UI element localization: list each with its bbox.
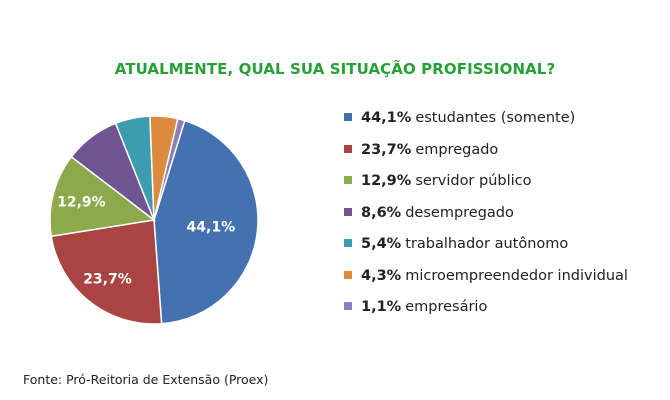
legend-swatch — [344, 270, 352, 279]
pie-slice-7 — [153, 117, 186, 221]
legend-label: estudantes (somente) — [415, 110, 576, 126]
legend-label: empregado — [415, 141, 499, 158]
legend-item: 1,1% empresário — [344, 297, 628, 329]
pie-slice-3 — [49, 155, 156, 238]
legend-percent: 1,1% — [361, 299, 402, 315]
legend-percent: 4,3% — [361, 267, 402, 284]
slice-data-label-2: 23,7% — [83, 272, 132, 288]
slice-data-label-1: 44,1% — [187, 219, 236, 235]
legend-item: 5,4% trabalhador autônomo — [344, 234, 628, 266]
legend-percent: 8,6% — [361, 204, 402, 221]
legend-swatch — [344, 144, 352, 153]
legend-item: 8,6% desempregado — [344, 203, 628, 235]
legend-label: microempreendedor individual — [405, 267, 628, 284]
legend-item: 44,1% estudantes (somente) — [344, 108, 628, 140]
legend-swatch — [344, 113, 352, 121]
legend-item: 12,9% servidor público — [344, 171, 628, 203]
legend-label: servidor público — [415, 173, 532, 189]
legend-percent: 44,1% — [361, 110, 412, 126]
legend-label: trabalhador autônomo — [405, 236, 569, 252]
pie-slice-1 — [153, 119, 259, 325]
legend-swatch — [344, 239, 352, 247]
slice-data-label-3: 12,9% — [57, 195, 106, 211]
source-note: Fonte: Pró-Reitoria de Extensão (Proex) — [23, 372, 269, 387]
legend-percent: 5,4% — [361, 236, 402, 252]
chart-legend: 44,1% estudantes (somente) 23,7% empregado 1… — [344, 108, 628, 329]
pie-slice-2 — [50, 219, 163, 325]
legend-percent: 12,9% — [361, 173, 412, 189]
legend-label: empresário — [405, 299, 488, 315]
legend-swatch — [344, 302, 352, 310]
legend-label: desempregado — [405, 204, 514, 221]
legend-percent: 23,7% — [361, 141, 412, 158]
legend-swatch — [344, 207, 352, 216]
legend-item: 23,7% empregado — [344, 140, 628, 172]
legend-item: 4,3% microempreendedor individual — [344, 266, 628, 298]
legend-swatch — [344, 176, 352, 184]
chart-title: ATUALMENTE, QUAL SUA SITUAÇÃO PROFISSION… — [114, 60, 556, 78]
